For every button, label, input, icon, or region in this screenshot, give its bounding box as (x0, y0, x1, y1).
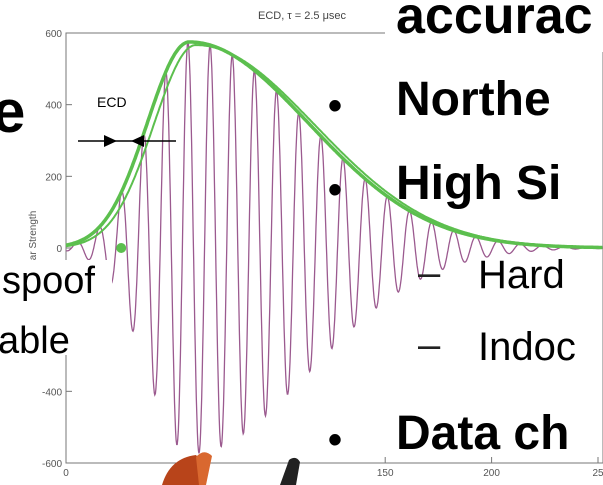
slide-fragment-accuracy: accurac (396, 0, 593, 45)
bullet-marker: • (328, 84, 343, 128)
text-backdrop (385, 0, 603, 52)
bullet-high: High Si (396, 157, 562, 210)
x-tick-label: 25 (592, 468, 603, 479)
ecd-arrow-right (131, 135, 144, 147)
text-backdrop-left (0, 260, 112, 355)
envelope-marker (116, 243, 127, 253)
sub-bullet-dash: – (418, 251, 441, 295)
bullet-data: Data ch (396, 407, 570, 460)
y-tick-label: -600 (42, 459, 62, 470)
x-tick-label: 150 (377, 468, 394, 479)
bullet-northe: Northe (396, 73, 551, 126)
y-axis-label: ular Strength (28, 211, 39, 268)
slide-fragment-able: able (0, 320, 70, 362)
slide-fragment-e: e (0, 78, 26, 145)
bullet-marker: • (328, 168, 343, 212)
y-tick-label: 400 (45, 101, 62, 112)
y-tick-label: 600 (45, 29, 62, 40)
photo-object-dark (280, 457, 300, 485)
sub-bullet-hard: Hard (478, 253, 565, 297)
y-tick-label: 200 (45, 172, 62, 183)
sub-bullet-indoc: Indoc (478, 325, 576, 369)
y-tick-label: -400 (42, 387, 62, 398)
ecd-arrow-left (104, 135, 117, 147)
oscillation-series (65, 39, 603, 454)
ecd-annotation: ECD (97, 94, 127, 110)
photo-object-orange (196, 452, 212, 485)
x-tick-label: 0 (63, 468, 69, 479)
sub-bullet-dash: – (418, 323, 441, 367)
chart-title: ECD, τ = 2.5 μsec (258, 10, 347, 22)
envelope-shifted-series (65, 43, 603, 249)
x-tick-label: 200 (483, 468, 500, 479)
y-tick-label: 0 (56, 244, 62, 255)
photo-object-red (162, 455, 207, 485)
bullet-marker: • (328, 418, 343, 462)
slide-fragment-spoof: spoof (2, 260, 95, 302)
